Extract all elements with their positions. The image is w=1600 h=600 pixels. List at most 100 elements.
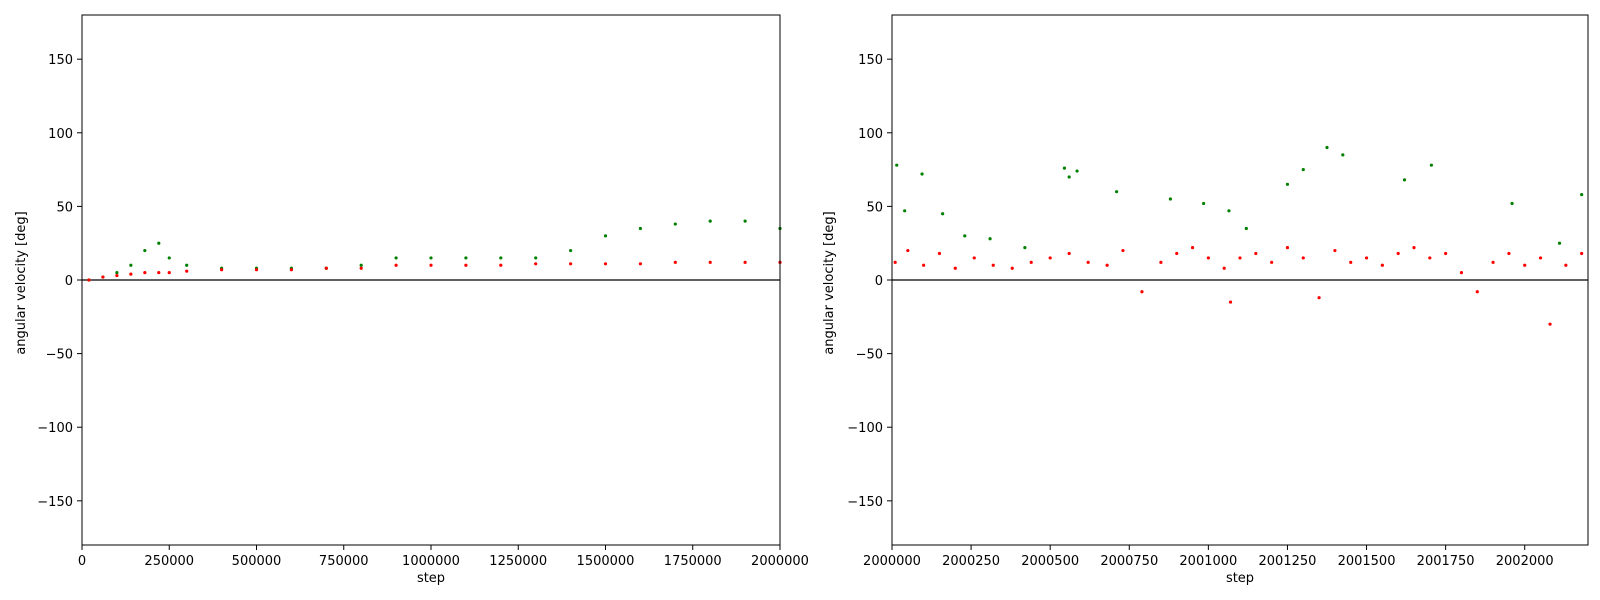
left-chart-series-1-point bbox=[115, 273, 119, 278]
left-chart-series-1-point bbox=[101, 275, 105, 279]
right-chart-series-1-point bbox=[1086, 260, 1090, 264]
left-chart-y-tick-label: 50 bbox=[56, 200, 73, 215]
right-chart-series-0-point bbox=[963, 234, 967, 238]
right-chart-series-1-point bbox=[1364, 256, 1369, 260]
left-chart-series-0-point bbox=[534, 256, 538, 260]
right-chart-series-1-point bbox=[953, 266, 957, 270]
left-chart-marks bbox=[82, 219, 782, 282]
left-chart-series-1-point bbox=[87, 278, 91, 282]
right-chart-series-0-point bbox=[903, 209, 907, 213]
left-chart-series-0-point bbox=[743, 219, 747, 223]
right-chart-y-tick-label: 150 bbox=[858, 53, 883, 68]
right-chart-marks bbox=[892, 145, 1588, 326]
left-chart-series-0-point bbox=[394, 256, 398, 260]
right-chart-x-tick-label: 2001000 bbox=[1179, 554, 1237, 569]
right-chart-series-0-point bbox=[1429, 163, 1433, 167]
right-chart-series-0-point bbox=[920, 172, 924, 176]
right-chart-series-1-point bbox=[1548, 322, 1552, 326]
right-chart-series-0-point bbox=[1510, 201, 1514, 206]
right-chart-y-tick-label: −150 bbox=[847, 495, 883, 510]
right-chart-series-1-point bbox=[1010, 266, 1014, 270]
right-chart-series-1-point bbox=[1538, 256, 1543, 260]
left-chart-series-1-point bbox=[534, 262, 538, 266]
right-chart-series-1-point bbox=[1238, 256, 1242, 260]
right-chart-series-0-point bbox=[1301, 167, 1305, 172]
right-chart-x-tick-label: 2001250 bbox=[1259, 554, 1317, 569]
left-chart-x-tick-label: 750000 bbox=[319, 554, 369, 569]
left-chart-x-tick-label: 1750000 bbox=[664, 554, 722, 569]
right-chart-series-0-point bbox=[1168, 197, 1172, 201]
right-chart-series-0-point bbox=[1557, 241, 1562, 245]
right-chart-series-1-point bbox=[1206, 256, 1210, 260]
left-chart-y-tick-label: −50 bbox=[46, 348, 73, 363]
left-chart-series-1-point bbox=[638, 262, 643, 266]
left-chart-series-1-point bbox=[708, 260, 712, 264]
left-chart-series-0-point bbox=[157, 241, 161, 245]
right-chart-series-1-point bbox=[1428, 256, 1432, 260]
right-chart-series-0-point bbox=[1075, 169, 1079, 173]
left-chart-series-0-point bbox=[115, 271, 119, 275]
left-chart-series-0-point bbox=[673, 222, 677, 226]
right-chart-series-1-point bbox=[1228, 300, 1233, 304]
right-chart-series-0-point bbox=[1115, 190, 1119, 194]
right-chart-series-1-point bbox=[1396, 251, 1400, 256]
left-chart-y-tick-label: 100 bbox=[48, 127, 73, 142]
right-chart-series-0-point bbox=[1227, 209, 1231, 213]
left-chart-series-1-point bbox=[167, 271, 171, 275]
right-chart-series-1-point bbox=[1580, 251, 1584, 256]
right-chart-series-1-point bbox=[1121, 248, 1125, 253]
right-chart-series-0-point bbox=[895, 163, 899, 167]
right-chart-series-0-point bbox=[1325, 145, 1329, 150]
left-chart-series-0-point bbox=[185, 263, 189, 267]
right-chart-series-0-point bbox=[1244, 226, 1248, 231]
left-chart-series-1-point bbox=[464, 263, 468, 267]
right-chart-series-1-point bbox=[1048, 256, 1052, 260]
right-chart-series-0-point bbox=[1285, 182, 1290, 186]
right-chart-series-1-point bbox=[937, 251, 942, 256]
left-chart-series-0-point bbox=[569, 248, 573, 253]
left-chart-series-0-point bbox=[143, 248, 147, 253]
right-chart-frame bbox=[891, 14, 1589, 546]
left-chart-series-0-point bbox=[708, 219, 712, 223]
right-chart-series-1-point bbox=[1507, 251, 1511, 256]
left-chart-y-tick-label: 150 bbox=[48, 53, 73, 68]
right-chart-y-tick-label: −50 bbox=[856, 348, 883, 363]
right-chart-series-0-point bbox=[1067, 175, 1071, 179]
right-chart-series-1-point bbox=[1444, 251, 1448, 256]
left-chart-frame bbox=[81, 14, 781, 546]
right-chart-series-1-point bbox=[972, 256, 976, 260]
right-chart-series-0-point bbox=[1202, 201, 1206, 206]
left-chart-x-tick-label: 1250000 bbox=[489, 554, 547, 569]
left-chart-series-1-point bbox=[673, 260, 677, 264]
right-chart-series-1-point bbox=[991, 263, 995, 267]
left-chart-series-1-point bbox=[254, 268, 259, 272]
right-chart-series-0-point bbox=[988, 237, 992, 241]
left-chart-series-1-point bbox=[129, 272, 133, 276]
right-chart-series-1-point bbox=[1175, 251, 1179, 256]
right-chart-x-tick-label: 2001750 bbox=[1417, 554, 1475, 569]
right-chart-series-1-point bbox=[1491, 260, 1495, 264]
right-chart-x-tick-label: 2000250 bbox=[942, 554, 1000, 569]
right-chart-series-1-point bbox=[906, 248, 910, 253]
right-chart-series-1-point bbox=[1412, 246, 1416, 250]
left-chart-y-tick-label: 0 bbox=[65, 274, 73, 289]
left-chart-series-1-point bbox=[743, 260, 747, 264]
left-chart-x-tick-label: 500000 bbox=[232, 554, 282, 569]
right-chart-series-1-point bbox=[1140, 290, 1144, 294]
left-chart-series-0-point bbox=[603, 234, 608, 238]
right-chart-x-tick-label: 2001500 bbox=[1338, 554, 1396, 569]
right-chart-y-tick-label: 50 bbox=[866, 200, 883, 215]
right-chart-series-1-point bbox=[922, 263, 926, 267]
left-chart-series-1-point bbox=[289, 268, 293, 272]
right-chart-series-1-point bbox=[1301, 256, 1305, 260]
left-chart-y-tick-label: −150 bbox=[37, 495, 73, 510]
right-chart-series-1-point bbox=[893, 260, 897, 264]
left-chart-series-0-point bbox=[359, 263, 363, 267]
left-chart-ticks: 0 250000 500000 750000 1000000 1250000 1500000… bbox=[37, 53, 809, 569]
right-chart-series-0-point bbox=[1062, 166, 1067, 170]
left-chart-series-1-point bbox=[185, 269, 189, 273]
left-chart-series-0-point bbox=[429, 256, 433, 260]
right-chart-y-tick-label: −100 bbox=[847, 421, 883, 436]
left-chart-series-1-point bbox=[359, 266, 363, 270]
